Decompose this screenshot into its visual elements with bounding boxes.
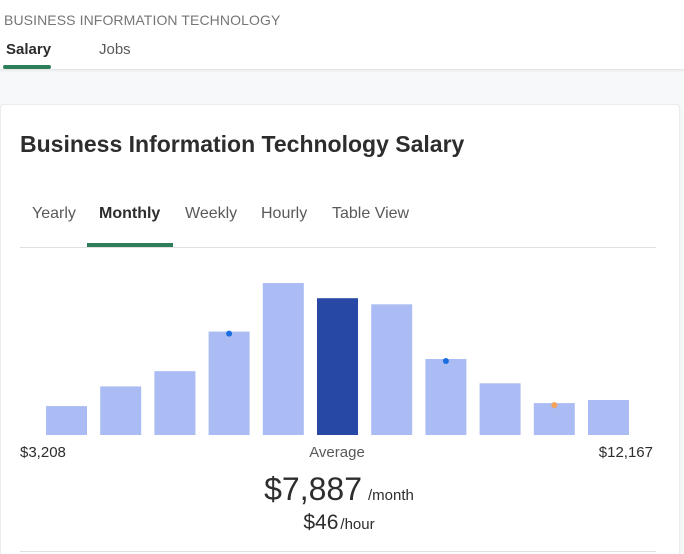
- hourly-salary: $46/hour: [1, 511, 677, 535]
- monthly-salary: $7,887/month: [1, 471, 677, 508]
- tab-monthly[interactable]: Monthly: [99, 205, 161, 222]
- salary-bar[interactable]: [479, 383, 521, 435]
- active-tab-indicator: [3, 65, 51, 69]
- salary-bar[interactable]: [208, 331, 250, 435]
- range-max-label: $12,167: [598, 444, 653, 461]
- salary-bar[interactable]: [100, 386, 142, 435]
- hourly-salary-amount: $46: [303, 511, 339, 534]
- bottom-divider: [20, 551, 656, 552]
- tab-hourly[interactable]: Hourly: [261, 205, 308, 222]
- monthly-salary-unit: /month: [368, 487, 414, 504]
- range-average-label: Average: [309, 444, 365, 461]
- tab-yearly[interactable]: Yearly: [32, 205, 76, 222]
- tabs-divider: [20, 247, 656, 248]
- page-title: Business Information Technology Salary: [20, 131, 465, 157]
- salary-bar[interactable]: [425, 359, 467, 435]
- salary-bar[interactable]: [46, 406, 87, 435]
- bar-marker-dot: [442, 358, 449, 364]
- salary-card: Business Information Technology Salary Y…: [0, 104, 680, 554]
- salary-bar[interactable]: [588, 400, 629, 435]
- active-period-indicator: [87, 243, 173, 247]
- salary-bar[interactable]: [154, 371, 196, 435]
- top-header: BUSINESS INFORMATION TECHNOLOGY Salary J…: [0, 0, 684, 70]
- average-salary-bar[interactable]: [317, 298, 358, 435]
- range-min-label: $3,208: [20, 444, 66, 461]
- salary-bar[interactable]: [371, 304, 413, 435]
- tab-salary[interactable]: Salary: [6, 41, 52, 58]
- salary-distribution-chart: [46, 283, 629, 435]
- bar-marker-dot: [551, 402, 558, 409]
- breadcrumb[interactable]: BUSINESS INFORMATION TECHNOLOGY: [4, 12, 281, 28]
- bar-marker-dot: [226, 330, 233, 337]
- hourly-salary-unit: /hour: [340, 516, 375, 533]
- salary-bar[interactable]: [262, 283, 304, 435]
- tab-jobs[interactable]: Jobs: [99, 41, 131, 58]
- salary-bar[interactable]: [533, 403, 575, 435]
- monthly-salary-amount: $7,887: [264, 471, 362, 507]
- tab-table-view[interactable]: Table View: [332, 205, 410, 222]
- tab-weekly[interactable]: Weekly: [185, 205, 238, 222]
